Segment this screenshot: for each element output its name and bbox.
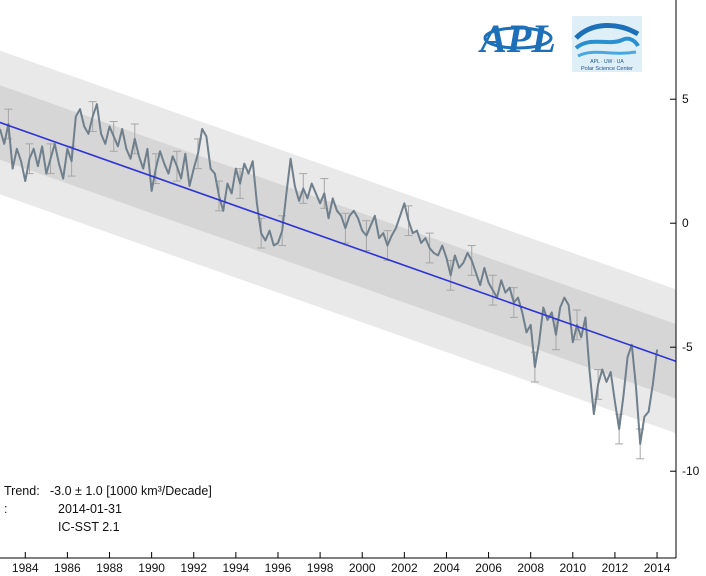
x-tick-label: 1990 bbox=[138, 561, 165, 575]
inner-uncertainty-band bbox=[0, 85, 676, 399]
x-tick-label: 1998 bbox=[307, 561, 334, 575]
trend-line bbox=[0, 121, 676, 363]
x-tick-label: 2010 bbox=[559, 561, 586, 575]
plot-area bbox=[0, 50, 676, 460]
x-tick-label: 1984 bbox=[12, 561, 39, 575]
x-tick-label: 2006 bbox=[475, 561, 502, 575]
y-tick-label: 5 bbox=[682, 92, 689, 106]
y-tick-label: 0 bbox=[682, 216, 689, 230]
apl-logo-text: APL bbox=[477, 16, 556, 61]
x-tick-label: 2000 bbox=[349, 561, 376, 575]
apl-logo: APL bbox=[477, 16, 556, 61]
x-tick-label: 1988 bbox=[96, 561, 123, 575]
y-tick-label: -5 bbox=[682, 340, 693, 354]
x-tick-label: 2004 bbox=[433, 561, 460, 575]
x-tick-label: 2008 bbox=[517, 561, 544, 575]
annotation-value-date: 2014-01-31 bbox=[58, 502, 122, 516]
psc-logo-line1: APL · UW · UA bbox=[590, 59, 624, 65]
annotation-label-trend: Trend: bbox=[4, 484, 40, 498]
x-tick-label: 2014 bbox=[644, 561, 671, 575]
psc-logo-line2: Polar Science Center bbox=[581, 66, 633, 72]
y-tick-label: -10 bbox=[682, 464, 700, 478]
x-tick-label: 1992 bbox=[180, 561, 207, 575]
annotation-value-trend: -3.0 ± 1.0 [1000 km³/Decade] bbox=[50, 484, 212, 498]
x-tick-label: 1994 bbox=[223, 561, 250, 575]
x-axis-ticks: 1984 1986 1988 1990 1992 1994 1996 1998 2000 2002… bbox=[12, 552, 671, 575]
x-tick-label: 1996 bbox=[265, 561, 292, 575]
x-tick-label: 2012 bbox=[602, 561, 629, 575]
x-tick-label: 1986 bbox=[54, 561, 81, 575]
x-tick-label: 2002 bbox=[391, 561, 418, 575]
polar-science-center-logo: APL · UW · UA Polar Science Center bbox=[572, 16, 642, 72]
trend-annotation: Trend: -3.0 ± 1.0 [1000 km³/Decade] : 20… bbox=[4, 484, 212, 534]
y-axis-ticks: 5 0 -5 -10 bbox=[670, 92, 700, 478]
data-series-line bbox=[0, 103, 659, 445]
annotation-label-date: : bbox=[4, 502, 7, 516]
annotation-value-model: IC-SST 2.1 bbox=[58, 520, 120, 534]
